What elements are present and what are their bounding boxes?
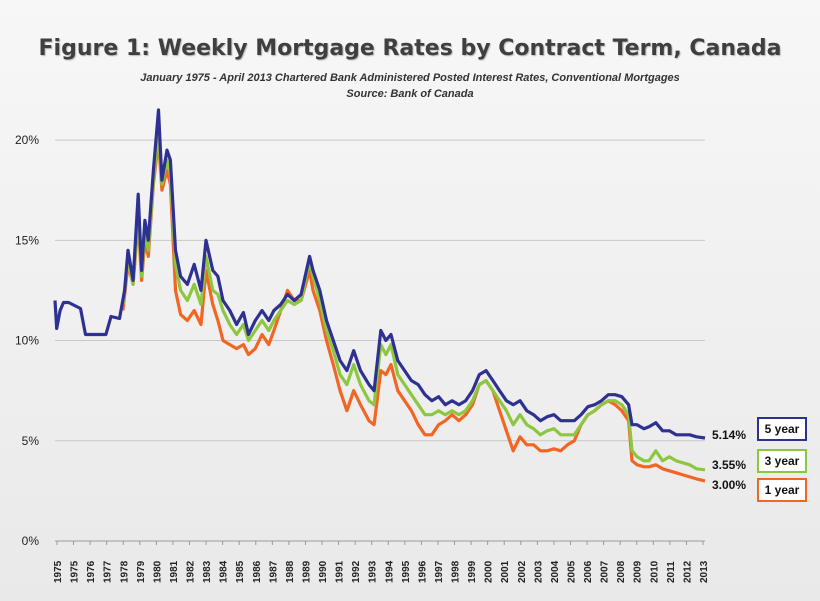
x-tick-label: 1986 (252, 560, 263, 583)
x-tick-label: 2010 (649, 560, 660, 583)
x-tick-label: 1997 (434, 560, 445, 583)
x-tick-label: 1975 (53, 560, 64, 583)
chart-subtitle-block: January 1975 - April 2013 Chartered Bank… (0, 70, 820, 102)
chart-title: Figure 1: Weekly Mortgage Rates by Contr… (38, 36, 782, 61)
end-value-label: 3.00% (712, 478, 746, 492)
y-tick-label: 0% (22, 534, 40, 548)
end-value-label: 5.14% (712, 428, 746, 442)
x-tick-label: 1998 (451, 560, 462, 583)
x-tick-label: 1977 (103, 560, 114, 583)
x-tick-label: 2011 (666, 561, 677, 583)
x-tick-label: 1981 (169, 560, 180, 583)
legend-box (757, 417, 807, 441)
x-tick-label: 1975 (70, 560, 81, 583)
legend-box (757, 449, 807, 473)
y-tick-label: 20% (15, 133, 39, 147)
x-tick-label: 1978 (119, 560, 130, 583)
x-tick-label: 1976 (86, 560, 97, 583)
legend-label: 3 year (765, 454, 800, 468)
y-tick-label: 15% (15, 233, 39, 247)
series-line-5-year (53, 108, 706, 440)
x-tick-label: 2006 (583, 560, 594, 583)
x-tick-label: 2009 (633, 560, 644, 583)
chart-source: Source: Bank of Canada (346, 88, 474, 100)
x-tick-label: 1994 (384, 560, 395, 583)
x-tick-label: 2008 (616, 560, 627, 583)
x-tick-label: 1989 (301, 560, 312, 583)
legend-label: 5 year (765, 422, 800, 436)
x-tick-label: 1979 (136, 560, 147, 583)
x-tick-label: 1982 (186, 560, 197, 583)
series-line-3-year (121, 128, 706, 472)
y-tick-label: 5% (22, 434, 40, 448)
x-tick-label: 1980 (152, 560, 163, 583)
x-tick-label: 2013 (699, 560, 710, 583)
x-tick-label: 2003 (533, 560, 544, 583)
legend-box (757, 478, 807, 502)
x-tick-label: 1992 (351, 560, 362, 583)
x-tick-label: 1993 (368, 560, 379, 583)
x-tick-label: 2005 (566, 560, 577, 583)
x-tick-label: 1983 (202, 560, 213, 583)
x-tick-label: 2002 (517, 560, 528, 583)
legend-label: 1 year (765, 483, 800, 497)
x-tick-label: 1990 (318, 560, 329, 583)
x-tick-label: 1996 (417, 560, 428, 583)
end-value-label: 3.55% (712, 458, 746, 472)
x-tick-label: 1987 (268, 560, 279, 583)
x-tick-label: 1995 (401, 560, 412, 583)
x-tick-label: 1988 (285, 560, 296, 583)
series-line-1-year (121, 138, 706, 483)
x-tick-label: 2000 (484, 560, 495, 583)
x-tick-label: 2007 (600, 560, 611, 583)
x-tick-label: 1999 (467, 560, 478, 583)
x-tick-label: 2001 (500, 560, 511, 583)
x-tick-label: 1984 (219, 560, 230, 583)
y-tick-label: 10% (15, 334, 39, 348)
x-tick-label: 1991 (335, 560, 346, 583)
x-tick-label: 1985 (235, 560, 246, 583)
x-tick-label: 2012 (682, 560, 693, 583)
chart-subtitle: January 1975 - April 2013 Chartered Bank… (140, 72, 680, 84)
x-tick-label: 2004 (550, 560, 561, 583)
